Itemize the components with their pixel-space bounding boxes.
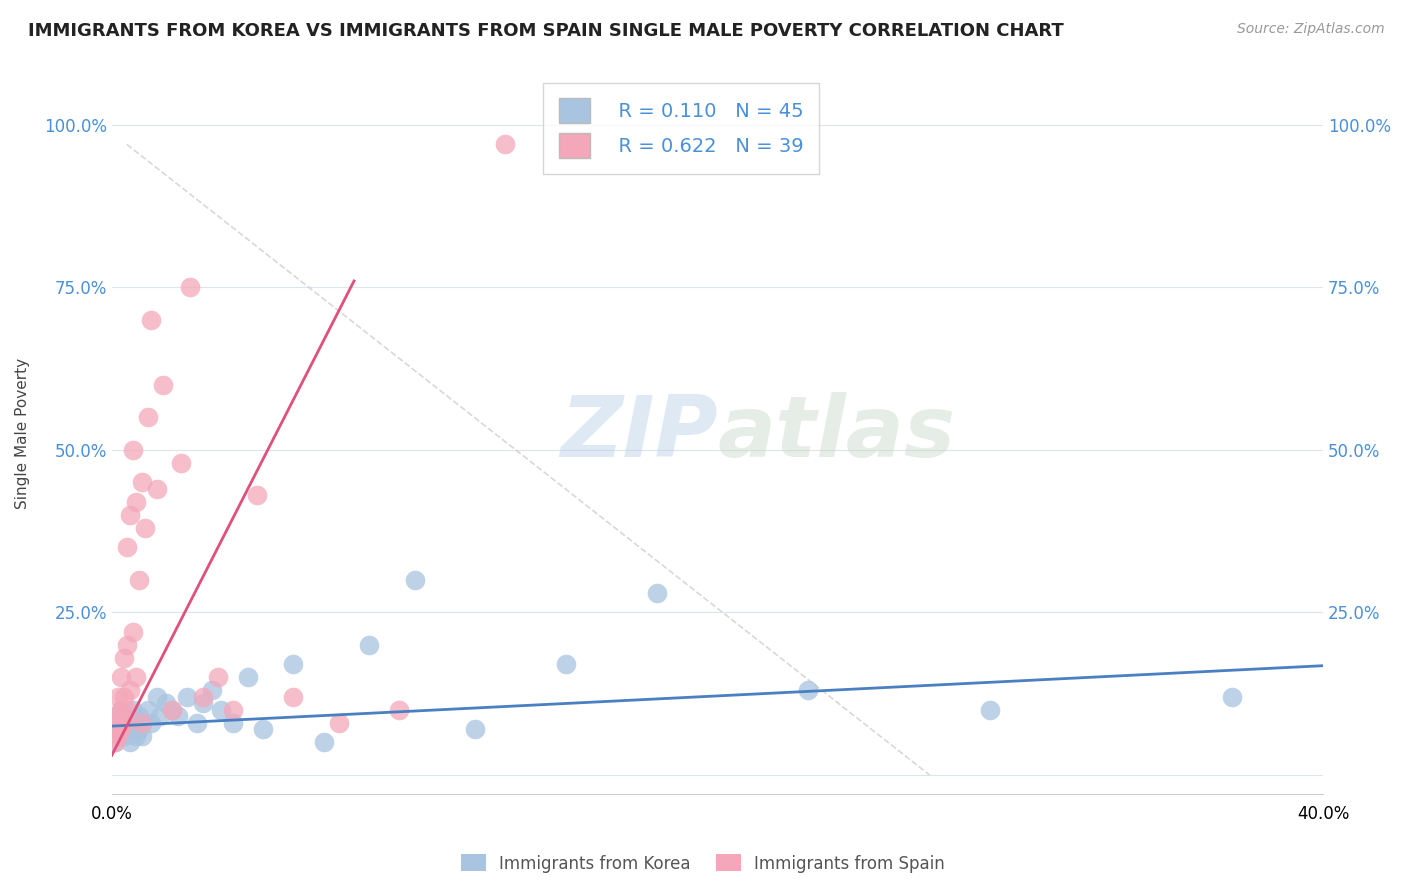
Point — [115, 723, 138, 737]
Point — [186, 715, 208, 730]
Point — [104, 735, 127, 749]
Point — [328, 715, 350, 730]
Point — [464, 723, 486, 737]
Point — [1220, 690, 1243, 704]
Point — [122, 624, 145, 639]
Point — [494, 137, 516, 152]
Point — [222, 715, 245, 730]
Point — [110, 703, 132, 717]
Point — [139, 313, 162, 327]
Point — [388, 703, 411, 717]
Legend: Immigrants from Korea, Immigrants from Spain: Immigrants from Korea, Immigrants from S… — [454, 847, 952, 880]
Point — [118, 715, 141, 730]
Point — [645, 586, 668, 600]
Point — [359, 638, 381, 652]
Point — [283, 690, 305, 704]
Point — [139, 715, 162, 730]
Point — [122, 703, 145, 717]
Point — [112, 729, 135, 743]
Legend:   R = 0.110   N = 45,   R = 0.622   N = 39: R = 0.110 N = 45, R = 0.622 N = 39 — [543, 83, 818, 174]
Point — [104, 715, 127, 730]
Point — [122, 442, 145, 457]
Point — [979, 703, 1001, 717]
Point — [104, 735, 127, 749]
Y-axis label: Single Male Poverty: Single Male Poverty — [15, 358, 30, 509]
Point — [115, 703, 138, 717]
Point — [112, 715, 135, 730]
Point — [125, 715, 148, 730]
Point — [246, 488, 269, 502]
Point — [176, 690, 198, 704]
Point — [110, 670, 132, 684]
Point — [112, 715, 135, 730]
Point — [104, 715, 127, 730]
Point — [236, 670, 259, 684]
Point — [110, 703, 132, 717]
Text: IMMIGRANTS FROM KOREA VS IMMIGRANTS FROM SPAIN SINGLE MALE POVERTY CORRELATION C: IMMIGRANTS FROM KOREA VS IMMIGRANTS FROM… — [28, 22, 1064, 40]
Point — [107, 690, 129, 704]
Point — [107, 709, 129, 723]
Point — [179, 280, 201, 294]
Point — [207, 670, 229, 684]
Point — [146, 482, 169, 496]
Point — [107, 709, 129, 723]
Point — [131, 715, 153, 730]
Point — [112, 690, 135, 704]
Point — [107, 729, 129, 743]
Text: atlas: atlas — [717, 392, 956, 475]
Point — [122, 723, 145, 737]
Point — [110, 723, 132, 737]
Point — [131, 729, 153, 743]
Point — [131, 715, 153, 730]
Point — [131, 475, 153, 490]
Point — [191, 697, 214, 711]
Point — [404, 573, 426, 587]
Point — [128, 723, 150, 737]
Point — [312, 735, 335, 749]
Text: Source: ZipAtlas.com: Source: ZipAtlas.com — [1237, 22, 1385, 37]
Point — [112, 651, 135, 665]
Point — [167, 709, 190, 723]
Point — [209, 703, 232, 717]
Point — [155, 697, 177, 711]
Point — [152, 378, 174, 392]
Point — [110, 723, 132, 737]
Point — [252, 723, 274, 737]
Point — [128, 573, 150, 587]
Point — [115, 638, 138, 652]
Point — [283, 657, 305, 672]
Point — [797, 683, 820, 698]
Point — [125, 729, 148, 743]
Point — [162, 703, 184, 717]
Point — [149, 709, 172, 723]
Point — [128, 709, 150, 723]
Point — [162, 703, 184, 717]
Point — [118, 735, 141, 749]
Point — [170, 456, 193, 470]
Point — [136, 703, 159, 717]
Point — [191, 690, 214, 704]
Point — [136, 410, 159, 425]
Point — [555, 657, 578, 672]
Point — [125, 495, 148, 509]
Point — [115, 541, 138, 555]
Point — [146, 690, 169, 704]
Point — [107, 729, 129, 743]
Point — [118, 508, 141, 522]
Point — [118, 683, 141, 698]
Text: ZIP: ZIP — [560, 392, 717, 475]
Point — [222, 703, 245, 717]
Point — [201, 683, 224, 698]
Point — [134, 521, 156, 535]
Point — [125, 670, 148, 684]
Point — [115, 709, 138, 723]
